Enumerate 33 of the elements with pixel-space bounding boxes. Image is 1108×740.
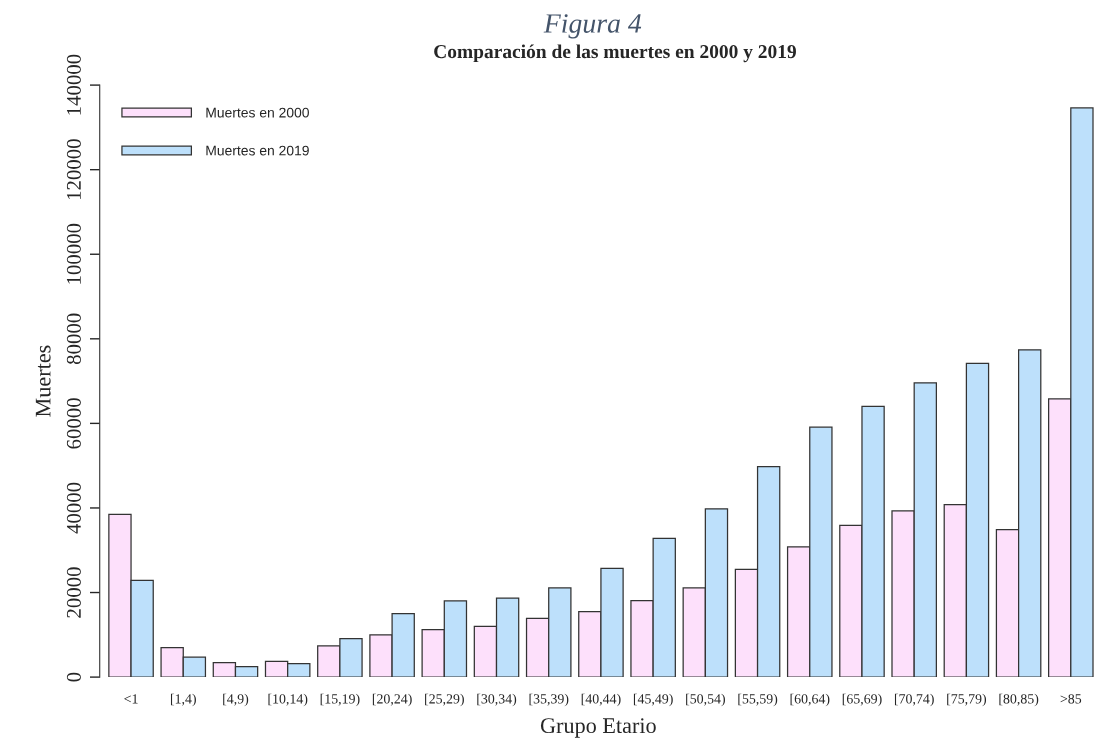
y-tick-label: 0 (66, 672, 81, 682)
y-tick-label: 60000 (66, 398, 81, 449)
y-tick-label: 20000 (66, 567, 81, 618)
x-tick-label: [25,29) (425, 693, 464, 707)
x-tick-label: [50,54) (686, 693, 725, 707)
x-tick-label: [60,64) (790, 693, 830, 707)
x-tick-label: [10,14) (268, 693, 308, 707)
x-tick-label: [15,19) (320, 693, 360, 707)
legend-label: Muertes en 2000 (206, 107, 309, 118)
x-tick-label: [55,59) (738, 693, 778, 707)
y-tick-label: 80000 (66, 313, 81, 365)
x-tick-label: [65,69) (842, 693, 882, 707)
x-tick-label: [70,74) (894, 693, 934, 707)
x-tick-label: <1 (124, 694, 138, 704)
x-tick-label: [40,44) (581, 693, 621, 707)
x-tick-label: [30,34) (477, 693, 517, 707)
legend-label: Muertes en 2019 (206, 145, 309, 156)
y-tick-label: 140000 (66, 54, 81, 115)
y-tick-label: 120000 (66, 139, 81, 200)
x-tick-label: [4,9) (223, 693, 249, 707)
chart-subtitle: Comparación de las muertes en 2000 y 2019 (434, 44, 796, 63)
y-axis-title: Muertes (35, 345, 51, 417)
y-tick-label: 40000 (66, 482, 81, 534)
x-tick-label: [80,85) (999, 693, 1039, 707)
x-tick-label: [1,4) (170, 693, 196, 707)
x-tick-label: [35,39) (529, 693, 569, 707)
chart-title: Figura 4 (543, 14, 642, 39)
x-tick-label: [75,79) (947, 693, 987, 707)
x-tick-label: [20,24) (372, 693, 412, 707)
y-tick-label: 100000 (66, 223, 81, 284)
x-axis-title: Grupo Etario (540, 718, 656, 738)
x-tick-label: [45,49) (633, 693, 673, 707)
x-tick-label: >85 (1060, 694, 1082, 704)
